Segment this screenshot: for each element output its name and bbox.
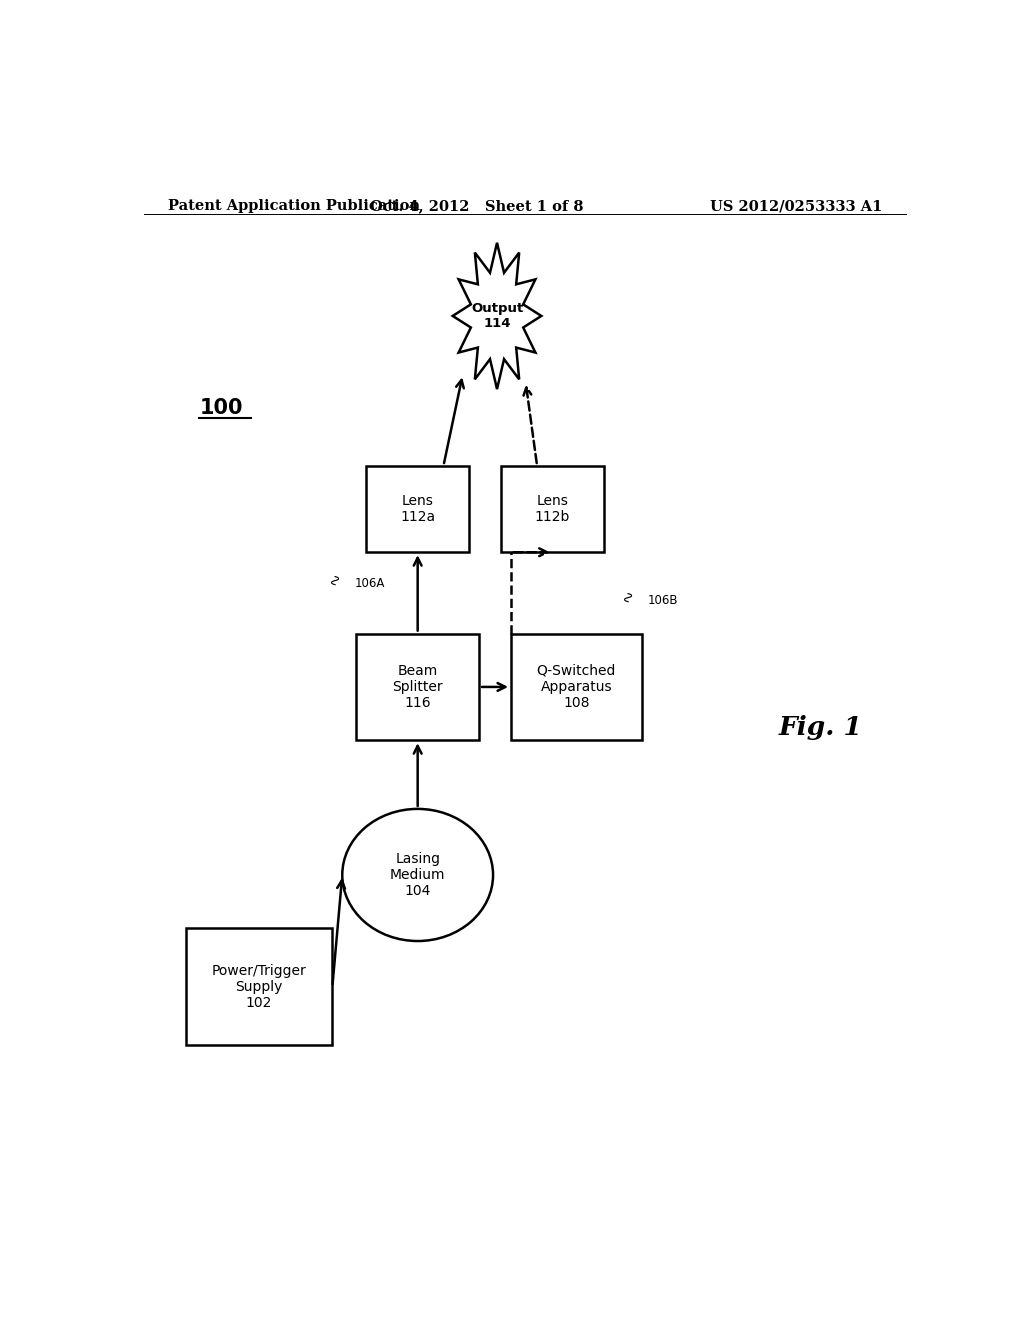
Text: Lens
112b: Lens 112b: [535, 494, 570, 524]
Text: Beam
Splitter
116: Beam Splitter 116: [392, 664, 443, 710]
Text: Fig. 1: Fig. 1: [778, 715, 862, 741]
Bar: [367, 466, 469, 552]
Text: 106A: 106A: [354, 577, 385, 590]
Text: ∿: ∿: [621, 589, 636, 602]
Text: Output
114: Output 114: [471, 302, 523, 330]
Bar: [511, 634, 642, 741]
Bar: [185, 928, 333, 1045]
Bar: [501, 466, 604, 552]
Text: 106B: 106B: [648, 594, 678, 607]
Text: Patent Application Publication: Patent Application Publication: [168, 199, 420, 213]
Ellipse shape: [342, 809, 494, 941]
Text: Q-Switched
Apparatus
108: Q-Switched Apparatus 108: [537, 664, 616, 710]
Text: US 2012/0253333 A1: US 2012/0253333 A1: [710, 199, 882, 213]
Text: Lens
112a: Lens 112a: [400, 494, 435, 524]
Bar: [356, 634, 479, 741]
Text: 100: 100: [200, 397, 243, 417]
Text: ∿: ∿: [327, 572, 342, 585]
Polygon shape: [453, 243, 542, 389]
Text: Power/Trigger
Supply
102: Power/Trigger Supply 102: [212, 964, 306, 1010]
Text: Lasing
Medium
104: Lasing Medium 104: [390, 851, 445, 898]
Text: Oct. 4, 2012   Sheet 1 of 8: Oct. 4, 2012 Sheet 1 of 8: [371, 199, 584, 213]
